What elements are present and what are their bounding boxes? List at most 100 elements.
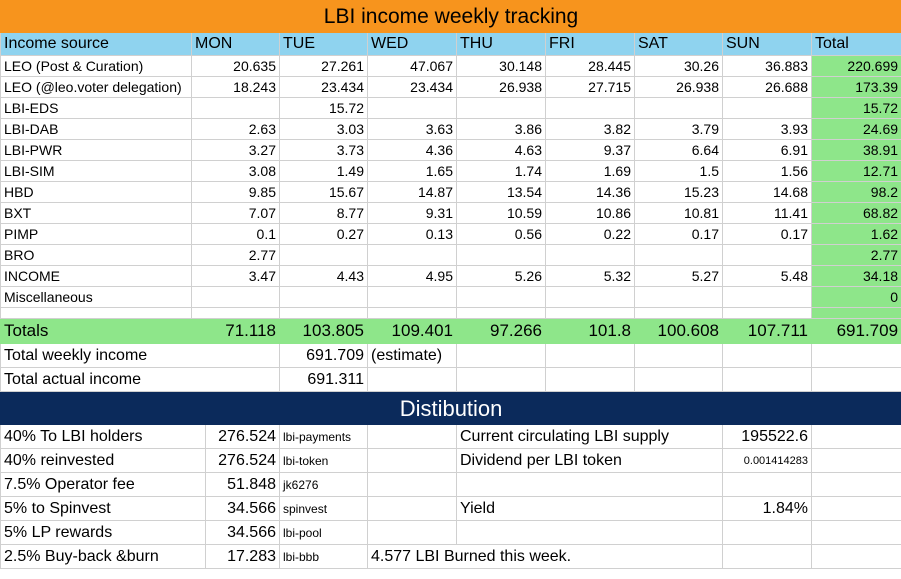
day-value-cell[interactable]: 3.82 <box>545 118 635 140</box>
day-value-cell[interactable]: 3.63 <box>367 118 457 140</box>
day-value-cell[interactable]: 11.41 <box>722 202 812 224</box>
day-value-cell[interactable]: 6.91 <box>722 139 812 161</box>
day-value-cell[interactable]: 13.54 <box>456 181 546 203</box>
cell[interactable] <box>0 307 192 319</box>
cell[interactable] <box>810 424 901 449</box>
cell[interactable] <box>279 307 368 319</box>
day-value-cell[interactable] <box>634 286 723 308</box>
distribution-account[interactable]: lbi-payments <box>279 424 368 449</box>
income-source-cell[interactable]: INCOME <box>0 265 192 287</box>
header-cell[interactable]: THU <box>456 32 546 56</box>
day-value-cell[interactable]: 27.261 <box>279 55 368 77</box>
cell[interactable] <box>367 307 457 319</box>
day-value-cell[interactable]: 23.434 <box>367 76 457 98</box>
grand-total-cell[interactable]: 691.709 <box>810 318 901 344</box>
day-value-cell[interactable]: 6.64 <box>634 139 723 161</box>
day-value-cell[interactable]: 14.68 <box>722 181 812 203</box>
day-value-cell[interactable] <box>367 97 457 119</box>
info-value[interactable] <box>722 472 812 497</box>
day-value-cell[interactable]: 0.17 <box>634 223 723 245</box>
totals-cell[interactable]: 109.401 <box>367 318 457 344</box>
totals-label[interactable]: Totals <box>0 318 192 344</box>
cell[interactable] <box>367 367 457 392</box>
row-total-cell[interactable]: 24.69 <box>810 118 901 140</box>
cell[interactable] <box>367 472 457 497</box>
day-value-cell[interactable] <box>722 97 812 119</box>
day-value-cell[interactable]: 0.1 <box>191 223 280 245</box>
day-value-cell[interactable]: 23.434 <box>279 76 368 98</box>
day-value-cell[interactable]: 15.23 <box>634 181 723 203</box>
cell[interactable] <box>722 367 812 392</box>
cell[interactable] <box>456 307 546 319</box>
distribution-label[interactable]: 2.5% Buy-back &burn <box>0 544 206 569</box>
cell[interactable] <box>367 424 457 449</box>
income-source-cell[interactable]: LBI-PWR <box>0 139 192 161</box>
day-value-cell[interactable]: 10.81 <box>634 202 723 224</box>
day-value-cell[interactable] <box>367 244 457 266</box>
cell[interactable] <box>545 343 635 368</box>
cell[interactable] <box>545 307 635 319</box>
day-value-cell[interactable]: 8.77 <box>279 202 368 224</box>
day-value-cell[interactable] <box>545 244 635 266</box>
row-total-cell[interactable]: 38.91 <box>810 139 901 161</box>
row-total-cell[interactable]: 68.82 <box>810 202 901 224</box>
header-cell[interactable]: TUE <box>279 32 368 56</box>
row-total-cell[interactable]: 1.62 <box>810 223 901 245</box>
day-value-cell[interactable] <box>279 244 368 266</box>
row-total-cell[interactable]: 173.39 <box>810 76 901 98</box>
day-value-cell[interactable]: 3.08 <box>191 160 280 182</box>
distribution-amount[interactable]: 34.566 <box>205 496 280 521</box>
cell[interactable] <box>191 307 280 319</box>
day-value-cell[interactable]: 5.27 <box>634 265 723 287</box>
income-source-cell[interactable]: Miscellaneous <box>0 286 192 308</box>
day-value-cell[interactable]: 9.31 <box>367 202 457 224</box>
day-value-cell[interactable]: 9.85 <box>191 181 280 203</box>
day-value-cell[interactable]: 0.13 <box>367 223 457 245</box>
day-value-cell[interactable]: 3.93 <box>722 118 812 140</box>
distribution-amount[interactable]: 276.524 <box>205 424 280 449</box>
day-value-cell[interactable] <box>634 244 723 266</box>
cell[interactable] <box>810 448 901 473</box>
cell[interactable] <box>810 367 901 392</box>
row-total-cell[interactable]: 220.699 <box>810 55 901 77</box>
distribution-amount[interactable]: 17.283 <box>205 544 280 569</box>
income-source-cell[interactable]: LBI-SIM <box>0 160 192 182</box>
cell[interactable] <box>545 367 635 392</box>
distribution-account[interactable]: spinvest <box>279 496 368 521</box>
day-value-cell[interactable]: 1.69 <box>545 160 635 182</box>
day-value-cell[interactable]: 5.26 <box>456 265 546 287</box>
income-source-cell[interactable]: BXT <box>0 202 192 224</box>
day-value-cell[interactable] <box>722 244 812 266</box>
info-value[interactable] <box>722 520 812 545</box>
day-value-cell[interactable]: 2.77 <box>191 244 280 266</box>
day-value-cell[interactable]: 0.22 <box>545 223 635 245</box>
header-cell[interactable]: SUN <box>722 32 812 56</box>
cell[interactable] <box>810 307 901 319</box>
income-source-cell[interactable]: LBI-DAB <box>0 118 192 140</box>
day-value-cell[interactable]: 1.5 <box>634 160 723 182</box>
cell[interactable] <box>810 544 901 569</box>
income-source-cell[interactable]: LEO (@leo.voter delegation) <box>0 76 192 98</box>
distribution-amount[interactable]: 51.848 <box>205 472 280 497</box>
day-value-cell[interactable]: 3.27 <box>191 139 280 161</box>
day-value-cell[interactable]: 9.37 <box>545 139 635 161</box>
row-total-cell[interactable]: 15.72 <box>810 97 901 119</box>
day-value-cell[interactable]: 1.49 <box>279 160 368 182</box>
income-source-cell[interactable]: LBI-EDS <box>0 97 192 119</box>
cell[interactable] <box>810 343 901 368</box>
cell[interactable] <box>367 448 457 473</box>
row-total-cell[interactable]: 34.18 <box>810 265 901 287</box>
header-cell[interactable]: MON <box>191 32 280 56</box>
info-value[interactable]: 1.84% <box>722 496 812 521</box>
day-value-cell[interactable] <box>456 286 546 308</box>
day-value-cell[interactable] <box>191 286 280 308</box>
info-label[interactable]: Current circulating LBI supply <box>456 424 723 449</box>
cell[interactable] <box>634 307 723 319</box>
day-value-cell[interactable]: 47.067 <box>367 55 457 77</box>
distribution-account[interactable]: lbi-bbb <box>279 544 368 569</box>
totals-cell[interactable]: 103.805 <box>279 318 368 344</box>
header-cell[interactable]: Total <box>810 32 901 56</box>
income-source-cell[interactable]: LEO (Post & Curation) <box>0 55 192 77</box>
row-total-cell[interactable]: 0 <box>810 286 901 308</box>
day-value-cell[interactable]: 4.63 <box>456 139 546 161</box>
